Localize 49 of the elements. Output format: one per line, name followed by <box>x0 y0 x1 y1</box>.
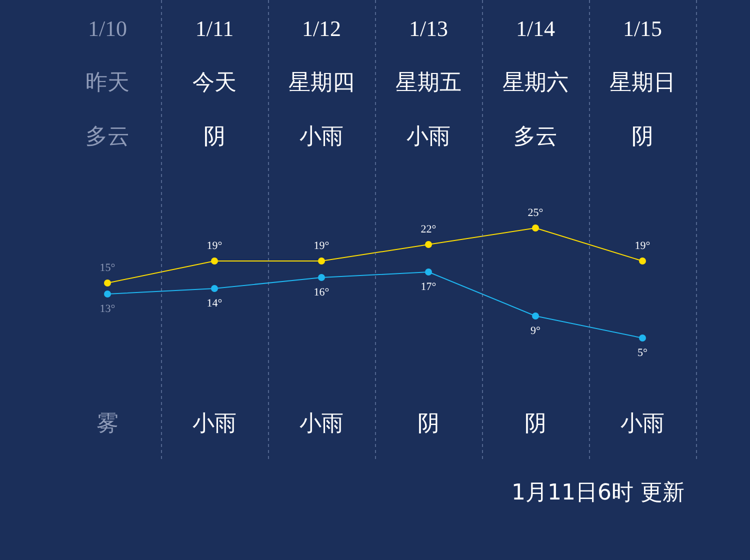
text: 星期六 <box>502 70 568 96</box>
point <box>532 312 539 320</box>
text: 多云 <box>514 124 558 150</box>
x-tick-label: 1/14 <box>516 16 556 41</box>
text: 小雨 <box>300 412 344 437</box>
point <box>318 274 325 281</box>
data-label: 17° <box>420 280 436 293</box>
text: 阴 <box>418 412 440 437</box>
data-label: 19° <box>206 240 222 252</box>
data-label: 19° <box>314 240 330 252</box>
text: 星期四 <box>288 70 354 96</box>
point <box>425 268 432 276</box>
data-label: 5° <box>638 346 648 359</box>
data-label: 13° <box>100 302 116 315</box>
data-label: 19° <box>634 240 650 252</box>
text: 小雨 <box>406 124 450 150</box>
text: 阴 <box>632 124 654 150</box>
point <box>211 285 218 292</box>
text: 1月11日6时 更新 <box>512 480 684 506</box>
text: 小雨 <box>300 124 344 150</box>
text: 雾 <box>96 412 118 437</box>
point <box>211 258 218 264</box>
data-label: 15° <box>100 262 116 274</box>
point <box>104 290 111 298</box>
x-tick-label: 1/12 <box>302 16 342 41</box>
text: 阴 <box>204 124 226 150</box>
data-label: 25° <box>528 206 544 219</box>
text: 小雨 <box>620 412 664 437</box>
data-label: 9° <box>530 324 540 337</box>
x-tick-label: 1/10 <box>88 16 128 41</box>
data-label: 14° <box>206 297 222 310</box>
data-label: 16° <box>314 286 330 298</box>
text: 今天 <box>192 70 236 96</box>
x-tick-label: 1/15 <box>622 16 662 41</box>
text: 阴 <box>524 412 546 437</box>
point <box>425 241 432 248</box>
point <box>532 224 539 232</box>
point <box>104 280 111 286</box>
data-label: 22° <box>420 223 436 236</box>
point <box>318 258 325 264</box>
text: 星期五 <box>396 70 462 96</box>
text: 昨天 <box>86 70 130 96</box>
x-tick-label: 1/13 <box>408 16 448 41</box>
text: 小雨 <box>192 412 236 437</box>
point <box>639 258 646 264</box>
text: 多云 <box>86 124 130 150</box>
point <box>639 334 646 342</box>
text: 星期日 <box>610 70 676 96</box>
x-tick-label: 1/11 <box>195 16 234 41</box>
